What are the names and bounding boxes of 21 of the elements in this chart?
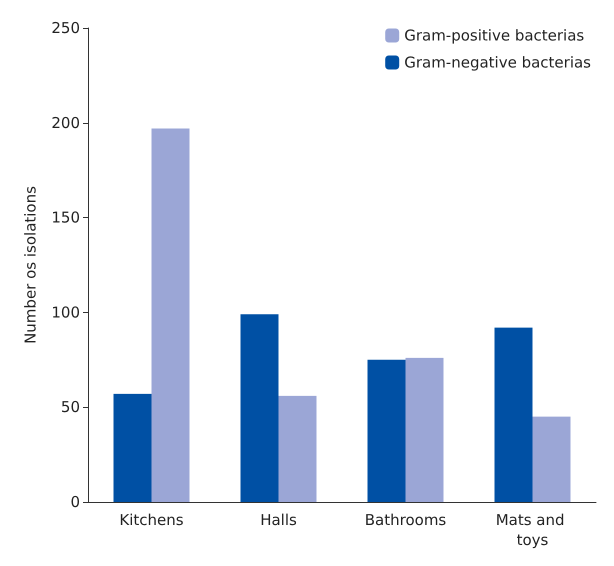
x-tick-label: Halls [260,511,297,529]
y-tick-label: 0 [70,493,80,511]
bar [532,416,570,502]
y-tick-label: 50 [60,398,80,416]
x-tick-label: Kitchens [119,511,184,529]
y-tick-label: 100 [51,303,80,322]
bar [368,360,406,502]
y-tick-label: 200 [51,114,80,132]
x-tick-label: Mats and toys [496,511,570,549]
y-axis-title: Number os isolations [22,186,40,344]
bar [152,128,190,502]
legend-label: Gram-positive bacterias [404,26,584,44]
x-tick-label: Bathrooms [364,511,446,529]
y-tick-label: 150 [51,208,80,227]
bar [406,358,444,502]
bar [494,328,532,502]
bar [114,394,152,502]
y-tick-label: 250 [51,19,80,37]
bar [278,396,316,502]
bar [240,314,278,502]
legend-label: Gram-negative bacterias [404,54,592,72]
